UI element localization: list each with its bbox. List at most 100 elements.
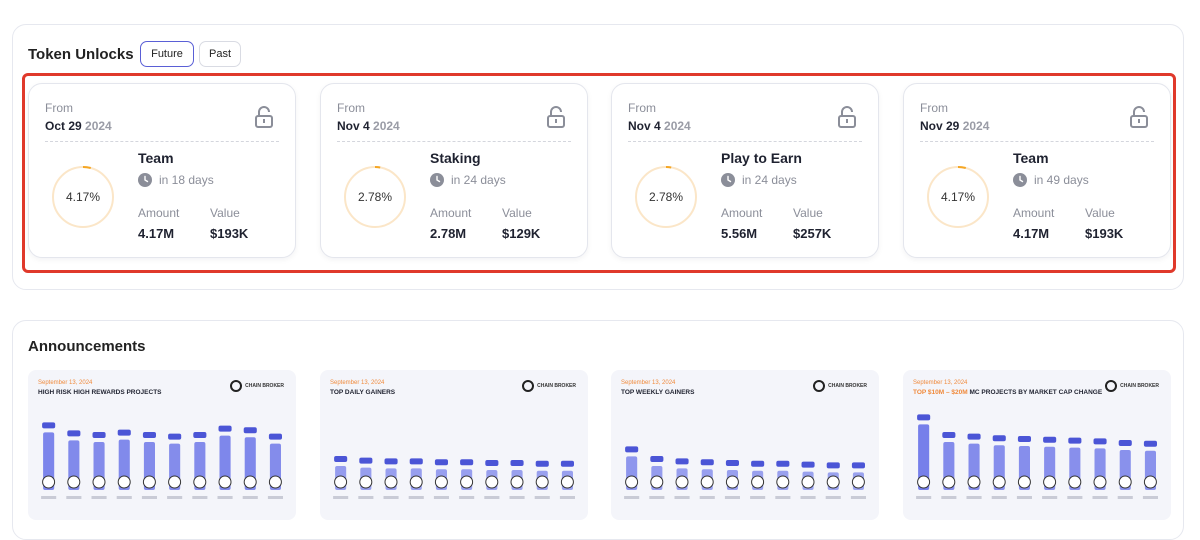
token-name-placeholder — [41, 496, 57, 499]
token-name-placeholder — [333, 496, 349, 499]
clock-icon — [430, 173, 444, 187]
percent-ring — [635, 166, 697, 228]
token-logo-icon — [1017, 475, 1031, 489]
amount-value: 5.56M — [721, 226, 758, 241]
unlock-card[interactable]: From Nov 4 2024 2.78% Play to Earn in 24… — [611, 83, 879, 258]
amount-label: Amount — [430, 206, 472, 220]
token-logo-icon — [1143, 475, 1157, 489]
announcement-title-text: TOP DAILY GAINERS — [330, 389, 396, 396]
announcement-bar-badge — [967, 433, 981, 440]
token-logo-icon — [1093, 475, 1107, 489]
unlock-type: Play to Earn — [721, 150, 802, 166]
announcement-bar-chart — [624, 446, 866, 499]
token-logo-icon — [851, 475, 865, 489]
unlock-date: Nov 4 2024 — [628, 119, 691, 133]
token-logo-icon — [218, 475, 232, 489]
announcement-bar-badge — [510, 460, 524, 466]
announcement-bar-badge — [535, 460, 549, 467]
token-logo-icon — [826, 475, 840, 489]
announcement-card[interactable]: September 13, 2024 TOP DAILY GAINERS CHA… — [320, 370, 588, 520]
token-logo-icon — [650, 475, 664, 489]
announcement-title: TOP DAILY GAINERS — [330, 389, 395, 396]
unlock-card[interactable]: From Nov 4 2024 2.78% Staking in 24 days… — [320, 83, 588, 258]
dollar-value: $257K — [793, 226, 832, 241]
announcement-bar-badge — [92, 432, 106, 438]
token-name-placeholder — [534, 496, 550, 499]
clock-icon — [721, 173, 735, 187]
token-logo-icon — [510, 475, 524, 489]
announcement-bar-badge — [942, 432, 956, 438]
token-logo-icon — [67, 475, 81, 489]
brand-logo: CHAIN BROKER — [522, 380, 576, 392]
amount-label: Amount — [721, 206, 763, 220]
token-name-placeholder — [724, 496, 740, 499]
token-name-placeholder — [91, 496, 107, 499]
token-name-placeholder — [1016, 496, 1032, 499]
token-logo-icon — [751, 475, 765, 489]
token-name-placeholder — [775, 496, 791, 499]
brand-logo: CHAIN BROKER — [230, 380, 284, 392]
announcement-bar-badge — [826, 462, 840, 469]
announcement-bar-badge — [359, 457, 373, 464]
token-name-placeholder — [1042, 496, 1058, 499]
tab-future[interactable]: Future — [140, 41, 194, 67]
announcements-title: Announcements — [28, 338, 146, 355]
unlock-card[interactable]: From Nov 29 2024 4.17% Team in 49 days A… — [903, 83, 1171, 258]
token-logo-icon — [560, 475, 574, 489]
unlock-icon — [547, 106, 565, 128]
token-name-placeholder — [649, 496, 665, 499]
token-logo-icon — [460, 475, 474, 489]
unlock-date-year: 2024 — [962, 119, 990, 133]
token-name-placeholder — [674, 496, 690, 499]
token-name-placeholder — [267, 496, 283, 499]
clock-icon — [1013, 173, 1027, 187]
brand-name: CHAIN BROKER — [537, 383, 576, 389]
announcement-bar-badge — [1093, 438, 1107, 445]
brand-mark-icon — [813, 380, 826, 392]
card-divider — [920, 141, 1154, 142]
announcement-card[interactable]: September 13, 2024 TOP WEEKLY GAINERS CH… — [611, 370, 879, 520]
announcement-bar-badge — [218, 425, 232, 432]
announcement-bar-badge — [243, 427, 257, 434]
announcement-bar-badge — [1118, 440, 1132, 446]
from-label: From — [628, 101, 656, 115]
announcement-title-text: TOP WEEKLY GAINERS — [621, 389, 695, 396]
amount-value: 4.17M — [1013, 226, 1050, 241]
from-label: From — [45, 101, 73, 115]
announcement-bar-badge — [917, 414, 931, 421]
card-divider — [45, 141, 279, 142]
announcement-card[interactable]: September 13, 2024 HIGH RISK HIGH REWARD… — [28, 370, 296, 520]
percent-label: 4.17% — [65, 190, 101, 204]
token-logo-icon — [334, 475, 348, 489]
announcement-bar-badge — [650, 456, 664, 462]
token-name-placeholder — [459, 496, 475, 499]
value-label: Value — [793, 206, 823, 220]
percent-ring-fill — [927, 166, 989, 228]
unlock-card[interactable]: From Oct 29 2024 4.17% Team in 18 days A… — [28, 83, 296, 258]
percent-ring — [52, 166, 114, 228]
token-name-placeholder — [1142, 496, 1158, 499]
token-name-placeholder — [559, 496, 575, 499]
announcement-bar-badge — [168, 433, 182, 440]
token-name-placeholder — [167, 496, 183, 499]
brand-logo: CHAIN BROKER — [813, 380, 867, 392]
token-logo-icon — [485, 475, 499, 489]
unlock-icon — [1130, 106, 1148, 128]
from-label: From — [920, 101, 948, 115]
unlock-date-day: Nov 4 — [628, 119, 661, 133]
token-name-placeholder — [916, 496, 932, 499]
percent-ring — [927, 166, 989, 228]
announcement-card[interactable]: September 13, 2024 TOP $10M – $20M MC PR… — [903, 370, 1171, 520]
token-logo-icon — [359, 475, 373, 489]
value-label: Value — [210, 206, 240, 220]
announcement-title: HIGH RISK HIGH REWARDS PROJECTS — [38, 389, 162, 396]
token-name-placeholder — [991, 496, 1007, 499]
announcement-bar-badge — [117, 429, 131, 436]
token-logo-icon — [409, 475, 423, 489]
days-remaining: in 49 days — [1034, 173, 1089, 187]
percent-ring-fill — [52, 166, 114, 228]
value-label: Value — [502, 206, 532, 220]
tab-past[interactable]: Past — [199, 41, 241, 67]
announcement-date: September 13, 2024 — [38, 380, 93, 386]
announcement-bar-badge — [409, 458, 423, 465]
